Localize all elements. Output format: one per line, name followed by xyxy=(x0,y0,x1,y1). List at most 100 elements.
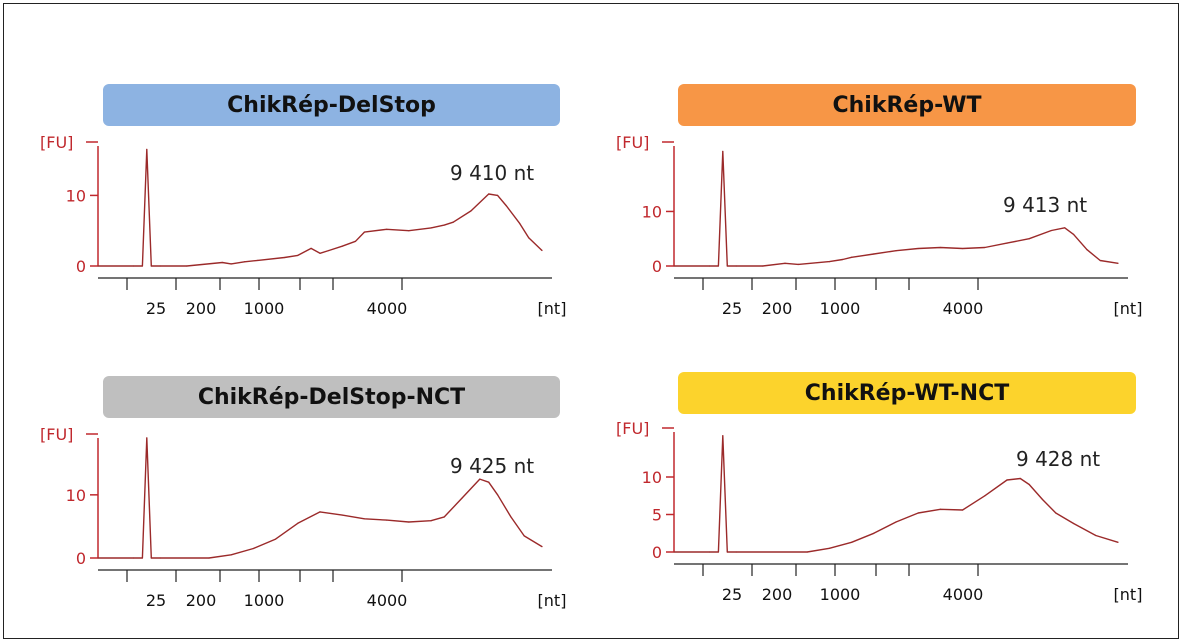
data-point xyxy=(735,551,737,553)
data-point xyxy=(984,495,986,497)
y-tick-label: 10 xyxy=(642,202,662,221)
data-point xyxy=(1117,262,1119,264)
data-point xyxy=(873,253,875,255)
data-point xyxy=(497,194,499,197)
data-point xyxy=(528,237,530,239)
data-point xyxy=(726,551,728,553)
data-point xyxy=(408,230,410,232)
data-point xyxy=(97,557,99,559)
data-point xyxy=(939,508,941,510)
x-tick-label: 1000 xyxy=(820,299,861,318)
data-point xyxy=(708,551,711,553)
data-point xyxy=(479,478,481,480)
x-tick-label: 4000 xyxy=(367,591,408,610)
y-tick-label: 0 xyxy=(652,543,662,562)
y-tick-label: 0 xyxy=(652,257,662,276)
data-point xyxy=(230,554,232,556)
data-point xyxy=(354,240,357,242)
data-point xyxy=(386,228,388,230)
x-tick-label: 1000 xyxy=(820,585,861,604)
peak-annotation: 9 428 nt xyxy=(1016,447,1100,471)
x-tick-label: 200 xyxy=(762,299,793,318)
chart-title: ChikRép-WT-NCT xyxy=(678,372,1136,414)
chart-panel-delstop: ChikRép-DelStop [FU] 0 10 25 200 1000 4000 [nt]… xyxy=(30,84,590,334)
data-point xyxy=(917,247,919,250)
x-tick-label: 4000 xyxy=(943,585,984,604)
data-point xyxy=(443,224,445,226)
x-axis-label: [nt] xyxy=(1114,585,1143,604)
chart-panel-wt-nct: ChikRép-WT-NCT [FU] 0 5 10 25 200 1000 4000 [nt]… xyxy=(606,370,1166,620)
data-point xyxy=(851,541,853,543)
data-point xyxy=(1117,541,1119,543)
data-point xyxy=(828,261,830,263)
data-point xyxy=(319,252,321,254)
data-point xyxy=(146,437,148,439)
data-point xyxy=(1006,479,1008,481)
data-point xyxy=(146,148,148,151)
data-point xyxy=(310,247,312,249)
data-point xyxy=(488,481,490,483)
x-tick-label: 200 xyxy=(186,591,217,610)
data-point xyxy=(784,262,786,264)
data-point xyxy=(519,223,521,225)
data-point xyxy=(252,547,254,550)
x-tick-label: 25 xyxy=(146,591,166,610)
x-tick-label: 4000 xyxy=(943,299,984,318)
chart-title: ChikRép-DelStop-NCT xyxy=(103,376,560,418)
data-point xyxy=(673,265,675,267)
y-axis-label: [FU] xyxy=(40,425,73,444)
data-point xyxy=(1073,522,1075,525)
data-point xyxy=(1019,477,1021,480)
data-point xyxy=(443,516,445,518)
data-point xyxy=(939,246,941,249)
data-point xyxy=(221,261,223,264)
data-point xyxy=(230,263,232,265)
x-tick-label: 200 xyxy=(186,299,217,318)
series-line xyxy=(674,150,1119,267)
data-point xyxy=(297,254,299,257)
y-axis-label: [FU] xyxy=(40,133,73,152)
x-tick-label: 4000 xyxy=(367,299,408,318)
peak-annotation: 9 413 nt xyxy=(1003,193,1087,217)
peak-annotation: 9 410 nt xyxy=(450,161,534,185)
data-point xyxy=(1041,498,1044,501)
data-point xyxy=(243,261,246,263)
data-point xyxy=(1028,238,1030,240)
data-point xyxy=(1055,512,1057,514)
peak-annotation: 9 425 nt xyxy=(450,454,534,478)
data-point xyxy=(150,557,152,559)
data-point xyxy=(917,512,919,514)
y-axis-label: [FU] xyxy=(616,133,649,152)
x-axis-label: [nt] xyxy=(1114,299,1143,318)
data-point xyxy=(159,557,161,559)
x-tick-label: 25 xyxy=(146,299,166,318)
data-point xyxy=(283,256,286,259)
data-point xyxy=(726,265,728,267)
data-point xyxy=(470,210,472,212)
chart-plot: [FU] 0 10 25 200 1000 4000 [nt] 9 410 nt xyxy=(40,133,566,318)
y-tick-label: 0 xyxy=(76,257,86,276)
data-point xyxy=(541,546,543,548)
data-point xyxy=(386,519,388,521)
data-point xyxy=(132,265,135,267)
chart-panel-delstop-nct: ChikRép-DelStop-NCT [FU] 0 10 25 200 1000 4000… xyxy=(30,376,590,626)
data-point xyxy=(541,249,543,252)
data-point xyxy=(842,258,844,261)
data-point xyxy=(341,245,343,247)
data-point xyxy=(851,256,853,258)
data-point xyxy=(708,265,711,267)
data-point xyxy=(722,150,724,153)
data-point xyxy=(895,250,897,252)
chart-title: ChikRép-WT xyxy=(678,84,1136,126)
data-point xyxy=(408,521,410,523)
data-point xyxy=(984,246,986,249)
data-point xyxy=(328,249,330,252)
data-point xyxy=(722,435,724,437)
x-axis-label: [nt] xyxy=(538,591,567,610)
data-point xyxy=(363,231,365,233)
data-point xyxy=(806,551,808,553)
y-tick-label: 10 xyxy=(66,186,86,205)
data-point xyxy=(452,221,454,223)
data-point xyxy=(141,265,143,267)
chart-panel-wt: ChikRép-WT [FU] 0 10 25 200 1000 4000 [nt] 9 413… xyxy=(606,84,1166,334)
